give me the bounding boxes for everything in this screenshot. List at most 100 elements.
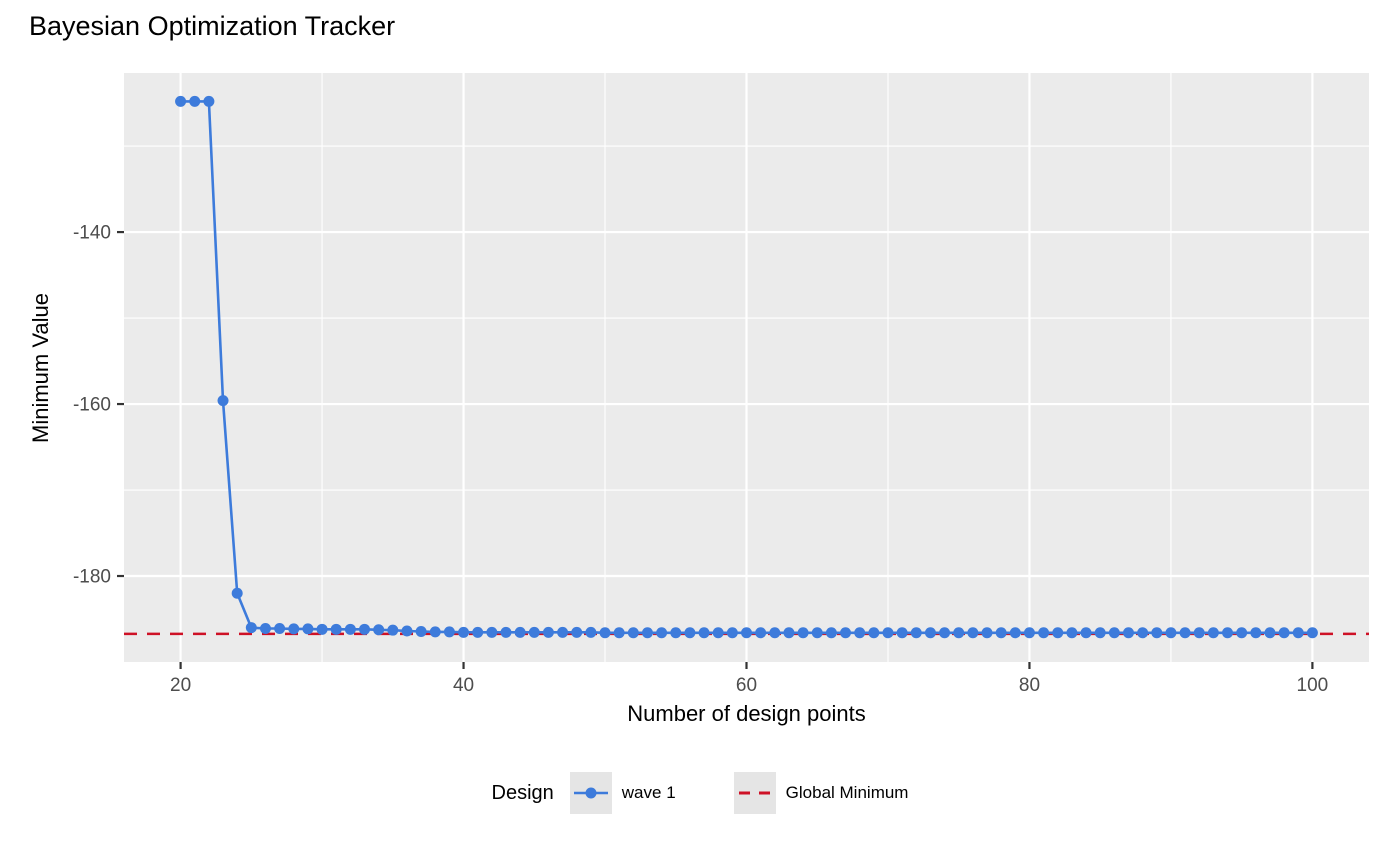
data-point [910,627,922,639]
x-tick-label: 60 [736,675,757,696]
data-point [698,627,710,639]
data-point [217,395,229,407]
data-point [882,627,894,639]
data-point [288,623,300,635]
data-point [1122,627,1134,639]
data-point [259,622,271,634]
data-point [953,627,965,639]
data-point [1306,627,1318,639]
data-point [1179,627,1191,639]
data-point [825,627,837,639]
data-point [1207,627,1219,639]
data-point [373,624,385,636]
data-point [458,626,470,638]
data-point [627,627,639,639]
data-point [415,625,427,637]
legend-item-wave1: wave 1 [569,772,676,814]
data-point [1094,627,1106,639]
legend-key-point [585,787,597,799]
data-point [726,627,738,639]
data-point [712,627,724,639]
data-point [274,622,286,634]
data-point [840,627,852,639]
data-point [1137,627,1149,639]
legend-label-wave1: wave 1 [621,783,676,802]
data-point [387,624,399,636]
data-point [797,627,809,639]
data-point [1108,627,1120,639]
data-point [1023,627,1035,639]
data-point [924,627,936,639]
data-point [443,626,455,638]
data-point [472,626,484,638]
data-point [995,627,1007,639]
data-point [1151,627,1163,639]
y-tick-label: -140 [73,223,111,244]
data-point [245,622,257,634]
data-point [1066,627,1078,639]
data-point [656,627,668,639]
data-point [585,626,597,638]
x-tick-label: 80 [1019,675,1040,696]
data-point [854,627,866,639]
data-point [1009,627,1021,639]
data-point [1165,627,1177,639]
data-point [1193,627,1205,639]
legend-title: Design [491,781,554,804]
data-point [684,627,696,639]
data-point [330,623,342,635]
data-point [896,627,908,639]
data-point [769,627,781,639]
data-point [429,626,441,638]
data-point [528,626,540,638]
line-point-key-icon [569,772,612,814]
data-point [939,627,951,639]
data-point [755,627,767,639]
data-point [1038,627,1050,639]
legend-item-global-minimum: Global Minimum [733,772,909,814]
data-point [599,627,611,639]
x-tick-label: 100 [1297,675,1329,696]
data-point [811,627,823,639]
data-point [359,623,371,635]
data-point [1264,627,1276,639]
data-point [1236,627,1248,639]
data-point [981,627,993,639]
data-point [344,623,356,635]
data-point [542,626,554,638]
data-point [401,625,413,637]
data-point [670,627,682,639]
data-point [231,587,243,599]
data-point [1052,627,1064,639]
data-point [486,626,498,638]
data-point [1222,627,1234,639]
legend: Design wave 1 Global Minimum [0,772,1400,814]
data-point [189,95,201,107]
data-point [783,627,795,639]
legend-label-global-minimum: Global Minimum [785,783,909,802]
data-point [641,627,653,639]
data-point [868,627,880,639]
data-point [500,626,512,638]
x-axis-title: Number of design points [627,701,866,726]
data-point [557,626,569,638]
data-point [1080,627,1092,639]
data-point [1292,627,1304,639]
dashed-line-key-icon [733,772,776,814]
plot-area: 20 40 60 80 100 -140 -160 -180 [73,73,1369,696]
data-point [316,623,328,635]
data-point [967,627,979,639]
x-tick-label: 20 [170,675,191,696]
x-tick-label: 40 [453,675,474,696]
data-point [1250,627,1262,639]
data-point [514,626,526,638]
y-tick-label: -160 [73,395,111,416]
chart-title: Bayesian Optimization Tracker [29,11,396,41]
data-point [175,95,187,107]
data-point [613,627,625,639]
y-tick-label: -180 [73,567,111,588]
data-point [571,626,583,638]
data-point [203,95,215,107]
data-point [741,627,752,639]
